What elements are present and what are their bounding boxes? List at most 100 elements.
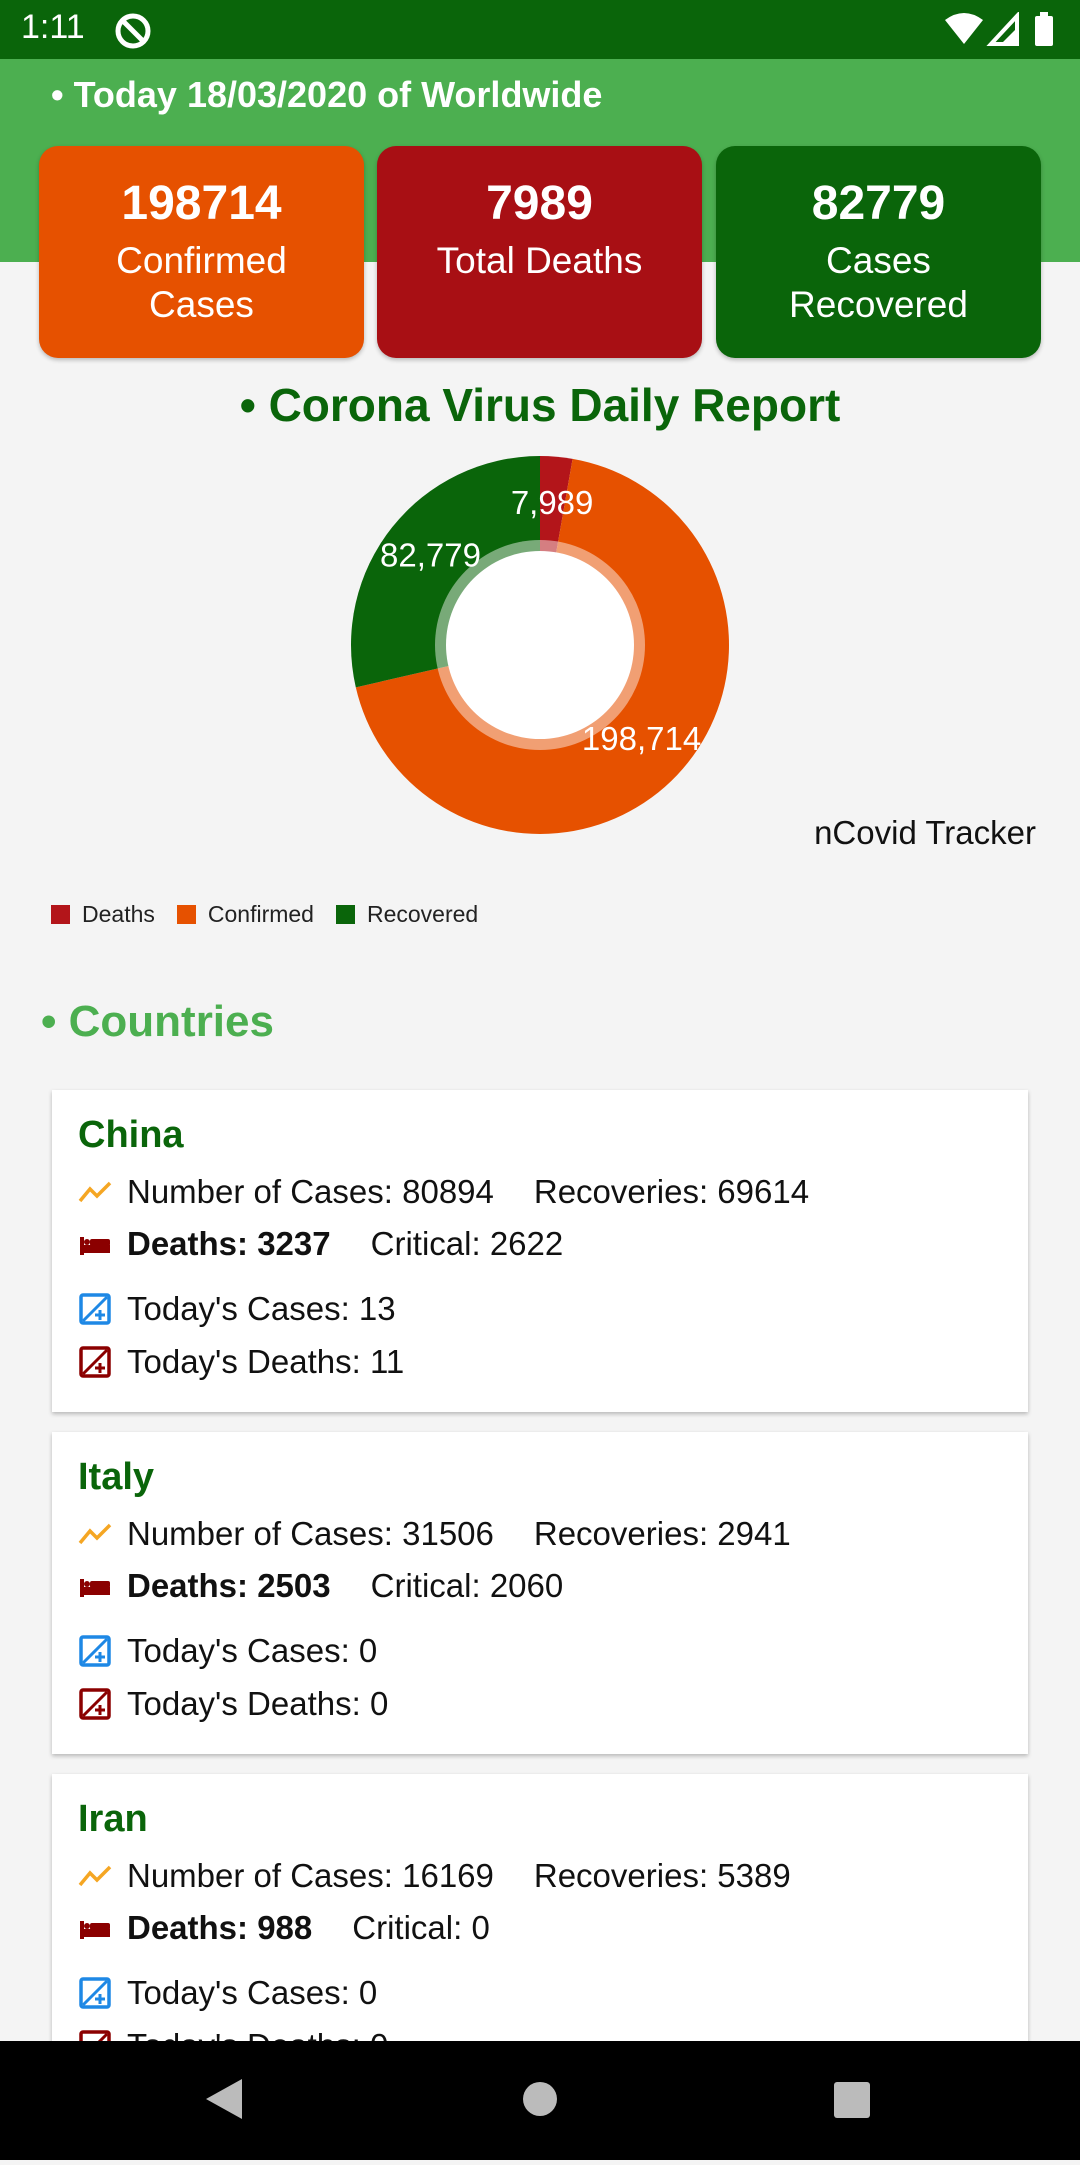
stat-value: 69614 <box>717 1173 810 1210</box>
row-icon <box>78 1523 112 1545</box>
stat-label: Number of Cases: <box>127 1857 393 1894</box>
nav-buttons <box>206 2079 870 2119</box>
stat-value: 31506 <box>402 1515 494 1552</box>
stat-label: Number of Cases: <box>127 1515 393 1552</box>
stat-label: Cases Recovered <box>789 240 968 325</box>
stat-label: Critical: <box>370 1225 481 1262</box>
stat-card: 198714 Confirmed Cases <box>39 146 364 358</box>
row: Today's Deaths: 0 <box>78 2027 388 2041</box>
stat-label: Deaths: <box>127 1225 249 1262</box>
legend-item: Recovered <box>335 901 479 928</box>
row: Today's Cases: 13 <box>78 1290 396 1328</box>
stat-value: 0 <box>369 1685 389 1722</box>
stat-pair: Recoveries: 5389 <box>534 1857 791 1895</box>
stat-label: Confirmed Cases <box>116 240 287 325</box>
stat-label: Critical: <box>352 1909 463 1946</box>
stat-pair: Today's Deaths: 0 <box>127 2027 388 2041</box>
stat-label: Today's Cases: <box>127 1974 350 2011</box>
stat-value: 11 <box>369 1343 405 1380</box>
country-card: China Number of Cases: 80894 Recoveries: 6… <box>52 1090 1028 1412</box>
country-card: Iran Number of Cases: 16169 Recoveries: 53… <box>52 1774 1028 2041</box>
stat-value: 2941 <box>717 1515 791 1552</box>
stat-value: 0 <box>358 1974 378 2011</box>
slice-label: 198,714 <box>582 720 701 757</box>
stat-pair: Today's Cases: 0 <box>127 1974 377 2012</box>
legend-swatch <box>335 905 355 924</box>
stat-pair: Deaths: 2503 <box>127 1567 331 1605</box>
stat-pair: Today's Cases: 0 <box>127 1632 377 1670</box>
row-icon <box>80 1921 110 1939</box>
row-icon <box>80 1237 110 1255</box>
row-icon <box>78 1865 112 1887</box>
stat-pair: Deaths: 988 <box>127 1909 312 1947</box>
row: Today's Cases: 0 <box>78 1974 377 2012</box>
stat-label: Critical: <box>370 1567 481 1604</box>
stat-label: Today's Deaths: <box>127 1685 361 1722</box>
row-icon <box>78 1181 112 1203</box>
stat-label: Today's Cases: <box>127 1290 350 1327</box>
row: Number of Cases: 80894 Recoveries: 69614 <box>78 1173 809 1211</box>
stat-card: 7989 Total Deaths <box>377 146 702 358</box>
legend-label: Deaths <box>82 901 155 927</box>
row: Number of Cases: 31506 Recoveries: 2941 <box>78 1515 791 1553</box>
status-bar: 1:11 <box>0 0 1080 59</box>
row-icon <box>79 1635 111 1667</box>
status-time: 1:11 <box>21 8 85 46</box>
stat-label: Today's Deaths: <box>127 2027 361 2041</box>
stat-value: 2503 <box>257 1567 331 1604</box>
row-icon <box>79 1293 111 1325</box>
stat-label: Total Deaths <box>436 240 643 281</box>
stat-card: 82779 Cases Recovered <box>716 146 1041 358</box>
slice-label: 7,989 <box>511 484 594 521</box>
status-icon <box>115 13 151 49</box>
row: Today's Deaths: 0 <box>78 1685 388 1723</box>
country-name: China <box>78 1114 184 1156</box>
legend-label: Recovered <box>366 901 479 927</box>
stat-pair: Recoveries: 69614 <box>534 1173 809 1211</box>
stat-label: Recoveries: <box>533 1173 709 1210</box>
donut-chart: 7,989 198,714 82,779 <box>351 456 729 834</box>
stat-pair: Number of Cases: 16169 <box>127 1857 494 1895</box>
stat-label: Recoveries: <box>533 1515 709 1552</box>
stat-label: Today's Cases: <box>127 1632 350 1669</box>
back-button[interactable] <box>206 2079 242 2119</box>
legend-item: Deaths <box>51 901 155 928</box>
stat-value: 0 <box>370 2027 388 2041</box>
stat-pair: Recoveries: 2941 <box>534 1515 791 1553</box>
stat-label: Today's Deaths: <box>127 1343 361 1380</box>
stat-pair: Deaths: 3237 <box>127 1225 331 1263</box>
legend-swatch <box>51 905 70 924</box>
stat-value: 198714 <box>121 177 282 230</box>
country-card: Italy Number of Cases: 31506 Recoveries: 2… <box>52 1432 1028 1754</box>
stat-value: 2060 <box>489 1567 564 1604</box>
content: • Today 18/03/2020 of Worldwide 198714 Co… <box>0 59 1080 2041</box>
stat-value: 7989 <box>486 177 593 230</box>
chart-description: nCovid Tracker <box>814 814 1036 851</box>
row: Today's Deaths: 11 <box>78 1343 404 1381</box>
stat-label: Deaths: <box>127 1909 249 1946</box>
row: Deaths: 988 Critical: 0 <box>78 1909 490 1947</box>
header-title: • Today 18/03/2020 of Worldwide <box>51 74 603 115</box>
stat-value: 2622 <box>489 1225 564 1262</box>
row: Today's Cases: 0 <box>78 1632 377 1670</box>
stat-pair: Today's Deaths: 0 <box>127 1685 388 1723</box>
row-icon <box>79 1977 111 2009</box>
stat-label: Number of Cases: <box>127 1173 393 1210</box>
stat-pair: Number of Cases: 31506 <box>127 1515 494 1553</box>
home-button[interactable] <box>523 2082 557 2116</box>
stat-value: 82779 <box>811 177 946 230</box>
row-icon <box>80 1579 110 1597</box>
stat-pair: Today's Cases: 13 <box>127 1290 396 1328</box>
legend-label: Confirmed <box>207 901 314 927</box>
stat-label: Recoveries: <box>533 1857 709 1894</box>
recents-button[interactable] <box>834 2082 870 2118</box>
row-icon <box>79 1346 111 1378</box>
stat-value: 16169 <box>402 1857 494 1894</box>
stat-value: 5389 <box>717 1857 791 1894</box>
row: Deaths: 2503 Critical: 2060 <box>78 1567 563 1605</box>
stat-value: 80894 <box>402 1173 494 1210</box>
slice-label: 82,779 <box>380 537 481 574</box>
country-name: Iran <box>78 1798 148 1840</box>
stat-pair: Critical: 0 <box>352 1909 490 1947</box>
